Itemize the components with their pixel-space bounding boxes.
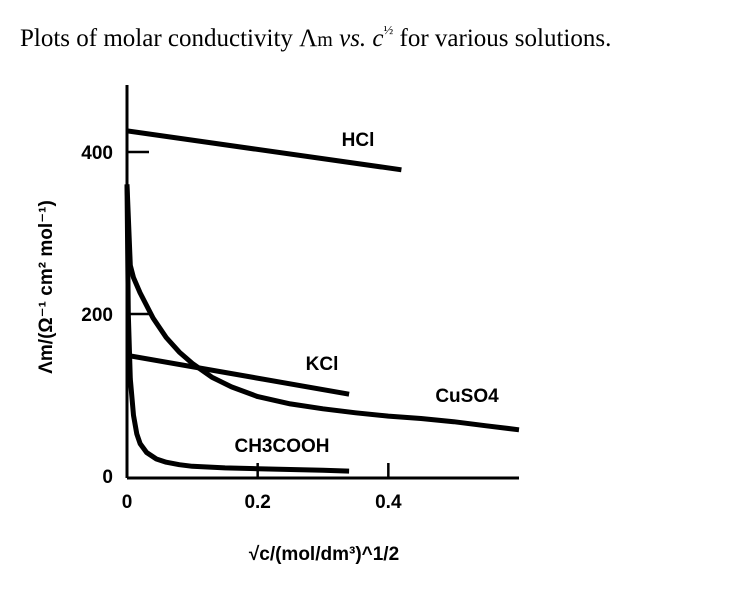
y-axis-label: Λm/(Ω⁻¹ cm² mol⁻¹) — [36, 200, 57, 374]
series-label-ch3cooh: CH3COOH — [234, 436, 329, 457]
series-label-hcl: HCl — [342, 130, 375, 151]
series-label-kcl: KCl — [306, 354, 339, 375]
y-tick-label: 400 — [81, 143, 113, 164]
series-line-cuso4 — [124, 184, 520, 433]
series-line-ch3cooh — [124, 184, 350, 474]
y-tick-label: 200 — [81, 305, 113, 326]
x-axis-label: √c/(mol/dm³)^1/2 — [249, 544, 399, 565]
x-tick-label: 0.2 — [244, 492, 270, 513]
chart-caption: Plots of molar conductivity Λm vs. c½ fo… — [20, 22, 612, 52]
x-tick-label: 0.4 — [375, 492, 402, 513]
series-line-hcl — [126, 128, 402, 173]
y-tick-label: 0 — [102, 467, 113, 488]
series-label-cuso4: CuSO4 — [435, 386, 499, 407]
x-tick-label: 0 — [122, 492, 133, 513]
series-line-kcl — [126, 352, 350, 397]
